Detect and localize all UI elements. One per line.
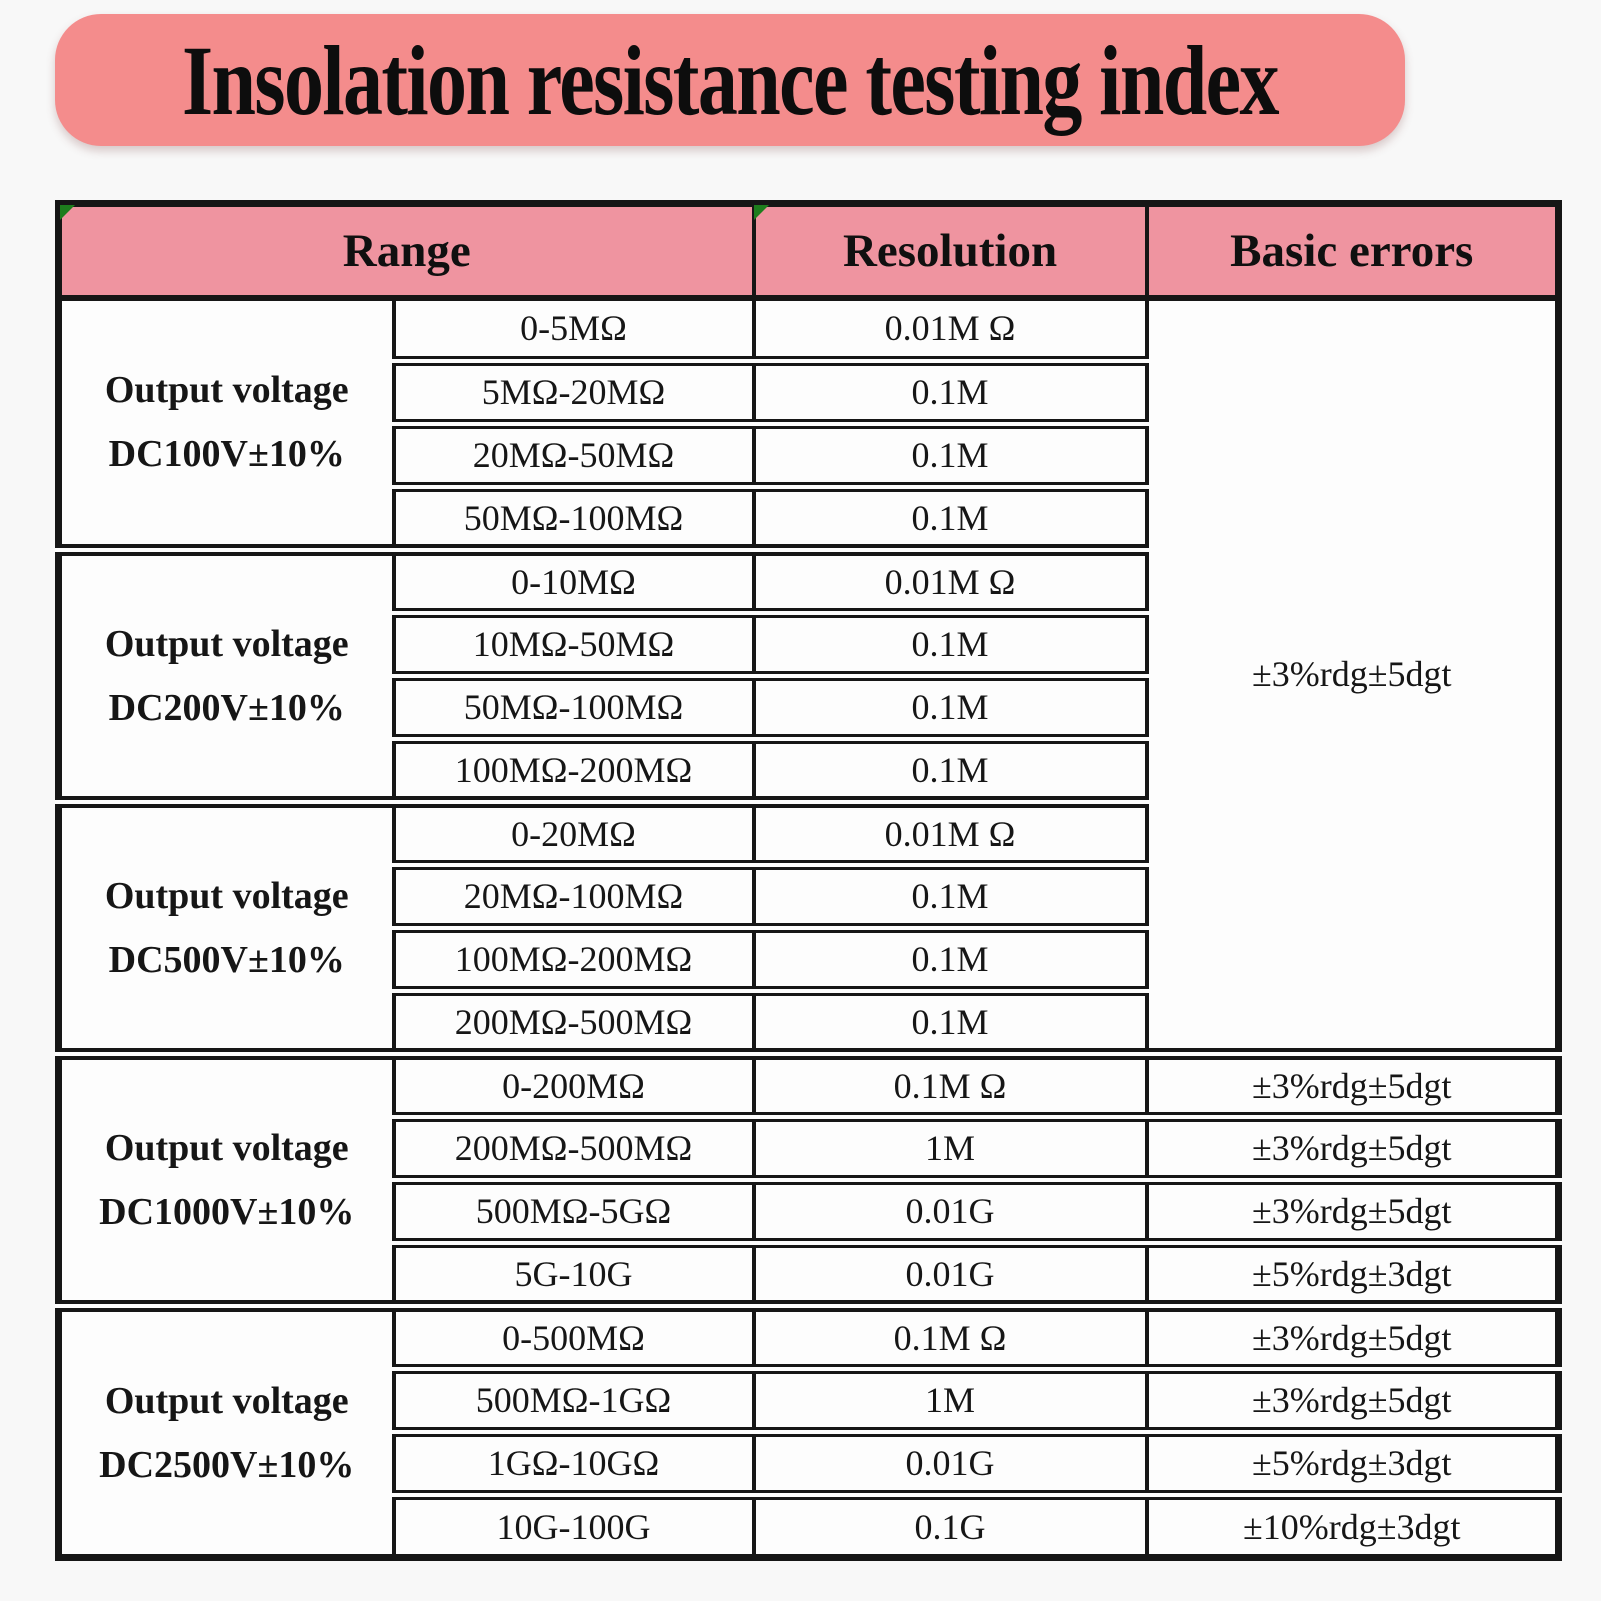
voltage-label-line: Output voltage [104,369,349,411]
voltage-value-line: DC2500V±10% [99,1443,355,1486]
table-row: 10G-100G 0.1G ±10%rdg±3dgt [59,1489,1561,1560]
table-row: 20MΩ-100MΩ 0.1M [59,859,1559,930]
resolution-cell: 0.01M Ω [751,795,1149,867]
voltage-value-line: DC200V±10% [108,686,345,729]
resolution-cell: 0.01M Ω [751,295,1149,363]
title-banner: Insolation resistance testing index [55,14,1405,146]
green-corner-mark-icon [60,205,75,220]
resolution-cell: 0.1G [751,1489,1149,1560]
range-cell: 0-200MΩ [391,1047,756,1119]
table-row: Output voltage DC100V±10% 0-5MΩ 0.01M Ω ±3%r… [56,295,1561,1056]
resolution-cell: 0.1M [751,355,1149,426]
basic-error-cell: ±3%rdg±5dgt [1144,1299,1561,1371]
table-row: 1GΩ-10GΩ 0.01G ±5%rdg±3dgt [59,1426,1561,1497]
resolution-cell: 0.1M [751,481,1149,552]
range-cell: 0-5MΩ [391,295,756,363]
range-cell: 50MΩ-100MΩ [391,481,756,552]
table-row: 50MΩ-100MΩ 0.1M [59,670,1559,741]
header-row: Range Resolution Basic errors [56,201,1561,301]
insulation-spec-table: Range Resolution Basic errors Output vol… [55,200,1563,1561]
header-basic-errors: Basic errors [1144,201,1561,301]
output-voltage-cell: Output voltage DC2500V±10% [56,1299,396,1560]
table-row: 500MΩ-1GΩ 1M ±3%rdg±5dgt [59,1363,1561,1434]
range-cell: 500MΩ-1GΩ [391,1363,756,1434]
table-row: 20MΩ-50MΩ 0.1M [59,418,1559,489]
resolution-cell: 0.1M Ω [751,1047,1149,1119]
resolution-cell: 1M [751,1111,1149,1182]
range-cell: 0-10MΩ [391,543,756,615]
resolution-cell: 0.01M Ω [751,543,1149,615]
basic-error-cell: ±5%rdg±3dgt [1144,1426,1561,1497]
range-cell: 50MΩ-100MΩ [391,670,756,741]
spec-table-wrap: Range Resolution Basic errors Output vol… [55,200,1563,1561]
basic-error-cell: ±10%rdg±3dgt [1144,1489,1561,1560]
resolution-cell: 0.01G [751,1426,1149,1497]
range-cell: 10MΩ-50MΩ [391,607,756,678]
range-cell: 5G-10G [391,1237,756,1308]
resolution-cell: 0.1M [751,733,1149,804]
range-cell: 10G-100G [391,1489,756,1560]
resolution-cell: 0.01G [751,1174,1149,1245]
table-row: 50MΩ-100MΩ 0.1M [59,481,1559,552]
range-cell: 100MΩ-200MΩ [391,733,756,804]
green-corner-mark-icon [754,205,769,220]
table-row: 10MΩ-50MΩ 0.1M [59,607,1559,678]
basic-error-cell: ±3%rdg±5dgt [1144,1047,1561,1119]
table-row: Output voltage DC200V±10% 0-10MΩ 0.01M Ω [56,543,1559,804]
resolution-cell: 0.1M [751,922,1149,993]
resolution-cell: 0.01G [751,1237,1149,1308]
voltage-value-line: DC1000V±10% [99,1190,355,1233]
range-cell: 200MΩ-500MΩ [391,1111,756,1182]
table-row: Output voltage DC1000V±10% 0-200MΩ 0.1M Ω ±3… [56,1047,1561,1308]
range-cell: 500MΩ-5GΩ [391,1174,756,1245]
range-cell: 0-20MΩ [391,795,756,867]
basic-error-cell: ±3%rdg±5dgt [1144,1111,1561,1182]
range-cell: 1GΩ-10GΩ [391,1426,756,1497]
range-cell: 20MΩ-100MΩ [391,859,756,930]
resolution-cell: 0.1M [751,418,1149,489]
range-cell: 20MΩ-50MΩ [391,418,756,489]
basic-error-cell: ±3%rdg±5dgt [1144,1174,1561,1245]
page-title: Insolation resistance testing index [182,24,1280,136]
range-cell: 200MΩ-500MΩ [391,985,756,1056]
table-row: 200MΩ-500MΩ 1M ±3%rdg±5dgt [59,1111,1561,1182]
voltage-label-line: Output voltage [104,1379,349,1422]
output-voltage-cell: Output voltage DC100V±10% [56,295,396,552]
header-resolution: Resolution [751,201,1149,301]
range-cell: 0-500MΩ [391,1299,756,1371]
resolution-cell: 0.1M [751,670,1149,741]
table-row: 5G-10G 0.01G ±5%rdg±3dgt [59,1237,1561,1308]
resolution-cell: 0.1M [751,859,1149,930]
merged-basic-error-cell: ±3%rdg±5dgt [1144,295,1561,1056]
range-cell: 100MΩ-200MΩ [391,922,756,993]
table-body: Output voltage DC100V±10% 0-5MΩ 0.01M Ω ±3%r… [56,295,1561,1560]
resolution-cell: 0.1M Ω [751,1299,1149,1371]
table-row: Output voltage DC500V±10% 0-20MΩ 0.01M Ω [56,795,1559,1056]
output-voltage-cell: Output voltage DC200V±10% [56,543,396,804]
table-row: 500MΩ-5GΩ 0.01G ±3%rdg±5dgt [59,1174,1561,1245]
voltage-label-line: Output voltage [104,622,349,665]
voltage-value-line: DC100V±10% [108,433,345,475]
basic-error-cell: ±5%rdg±3dgt [1144,1237,1561,1308]
header-range: Range [56,201,756,301]
table-row: 5MΩ-20MΩ 0.1M [59,355,1559,426]
output-voltage-cell: Output voltage DC1000V±10% [56,1047,396,1308]
range-cell: 5MΩ-20MΩ [391,355,756,426]
basic-error-cell: ±3%rdg±5dgt [1144,1363,1561,1434]
resolution-cell: 1M [751,1363,1149,1434]
table-row: 100MΩ-200MΩ 0.1M [59,733,1559,804]
voltage-value-line: DC500V±10% [108,938,345,981]
resolution-cell: 0.1M [751,607,1149,678]
voltage-label-line: Output voltage [104,1126,349,1169]
table-row: 200MΩ-500MΩ 0.1M [59,985,1559,1056]
voltage-label-line: Output voltage [104,874,349,917]
table-row: Output voltage DC2500V±10% 0-500MΩ 0.1M Ω ±3… [56,1299,1561,1560]
output-voltage-cell: Output voltage DC500V±10% [56,795,396,1056]
resolution-cell: 0.1M [751,985,1149,1056]
table-row: 100MΩ-200MΩ 0.1M [59,922,1559,993]
